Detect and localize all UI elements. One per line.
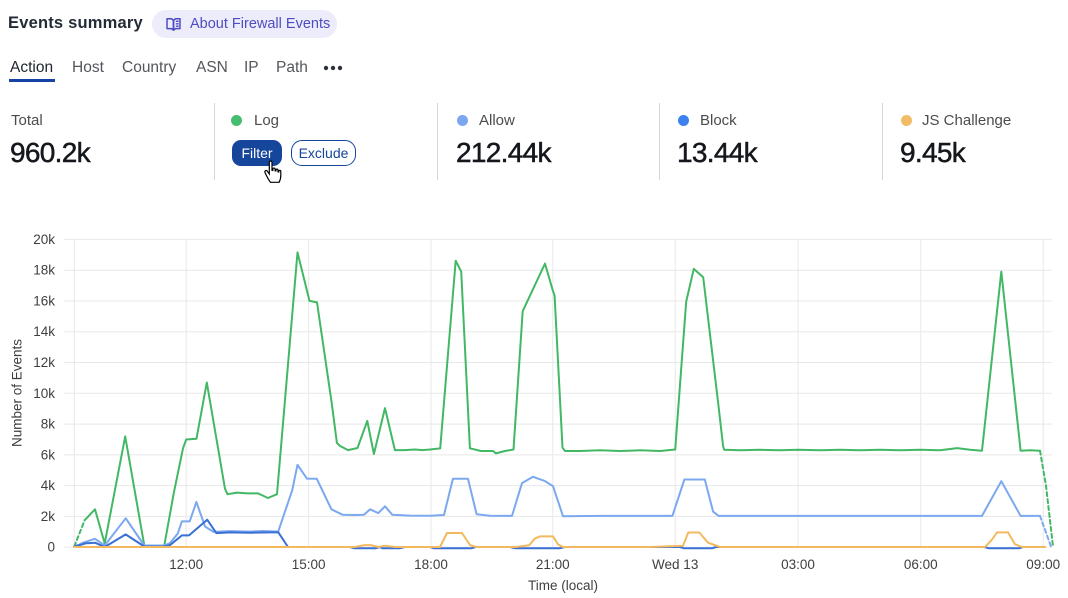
svg-text:Number of Events: Number of Events — [10, 339, 25, 447]
svg-text:10k: 10k — [33, 386, 55, 401]
svg-text:12:00: 12:00 — [169, 557, 203, 572]
svg-text:6k: 6k — [41, 447, 56, 462]
svg-text:20k: 20k — [33, 232, 55, 247]
svg-text:12k: 12k — [33, 355, 55, 370]
svg-text:21:00: 21:00 — [536, 557, 570, 572]
svg-text:09:00: 09:00 — [1026, 557, 1060, 572]
svg-text:03:00: 03:00 — [781, 557, 815, 572]
svg-text:8k: 8k — [41, 417, 56, 432]
svg-text:2k: 2k — [41, 509, 56, 524]
svg-text:4k: 4k — [41, 478, 56, 493]
svg-text:18k: 18k — [33, 263, 55, 278]
svg-text:14k: 14k — [33, 324, 55, 339]
svg-text:0: 0 — [47, 540, 55, 555]
svg-text:Time (local): Time (local) — [528, 578, 598, 593]
svg-text:18:00: 18:00 — [414, 557, 448, 572]
svg-text:06:00: 06:00 — [904, 557, 938, 572]
svg-text:15:00: 15:00 — [292, 557, 326, 572]
svg-text:16k: 16k — [33, 294, 55, 309]
svg-text:Wed 13: Wed 13 — [652, 557, 698, 572]
